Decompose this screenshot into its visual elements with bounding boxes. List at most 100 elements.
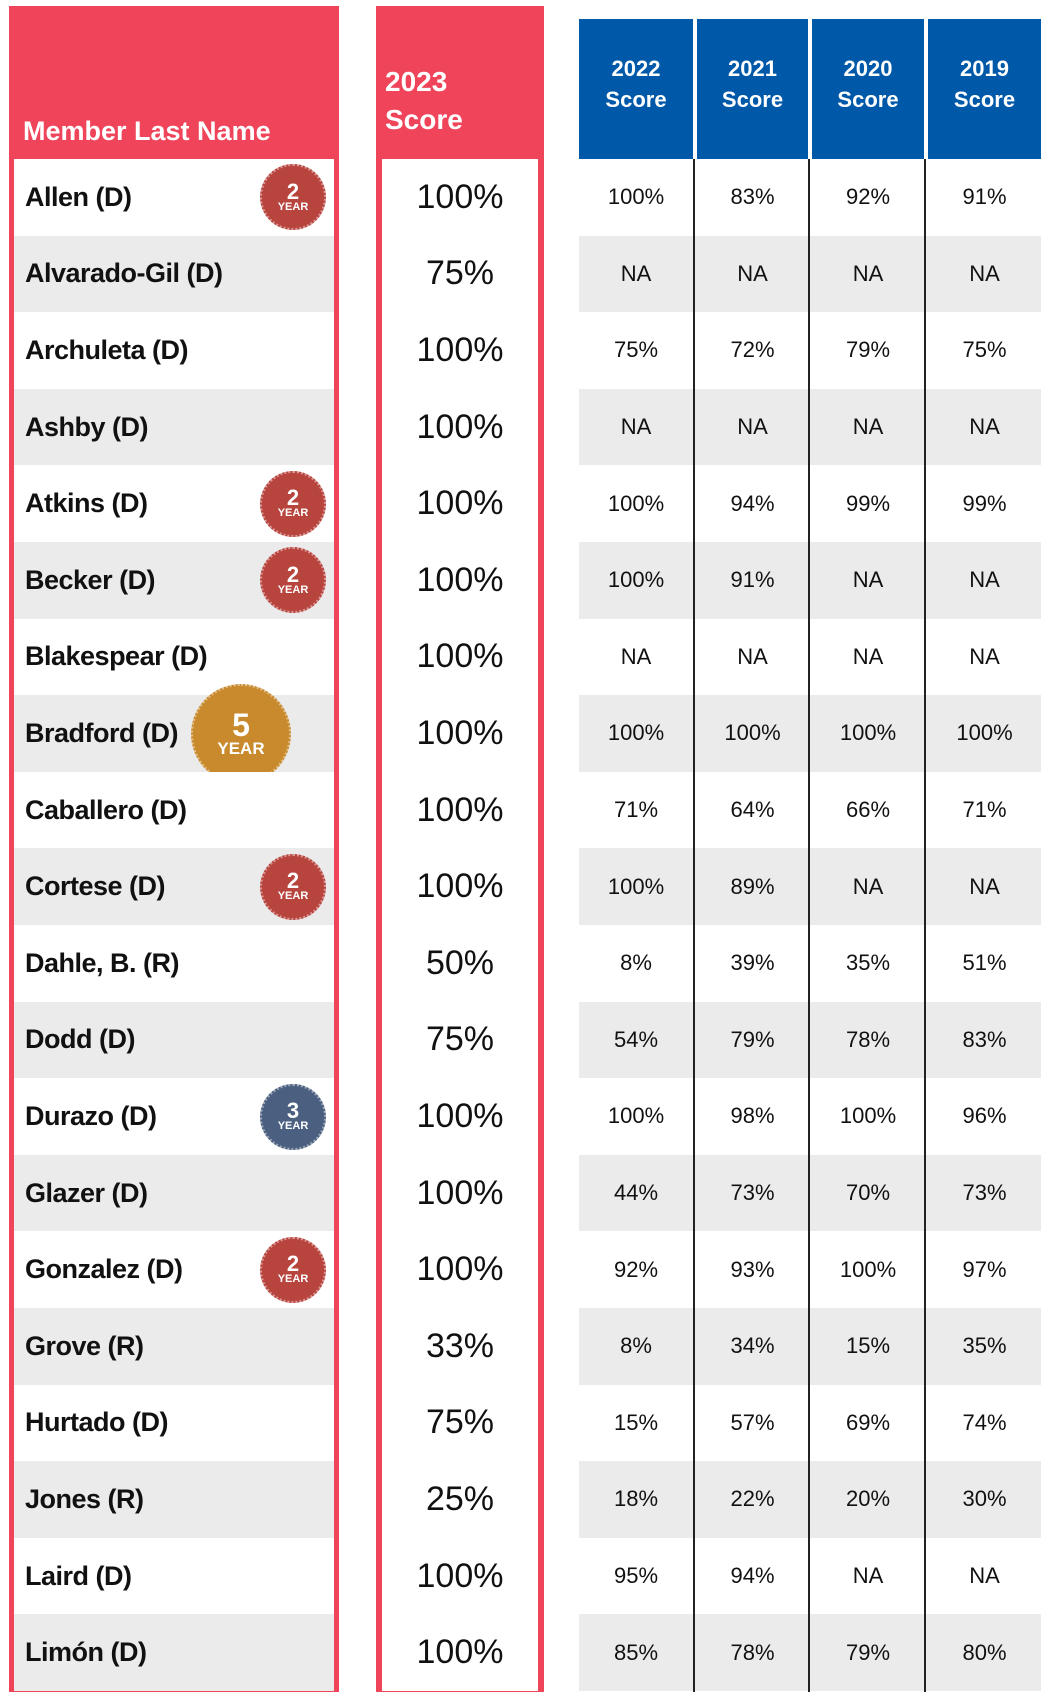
year-score-cell: 100% [607, 184, 665, 210]
year-score-cell: 57% [730, 1409, 775, 1435]
year-score-cell: 44% [613, 1180, 659, 1206]
year-score-cell: NA [969, 414, 1000, 440]
name-cell: Caballero (D) [14, 771, 334, 849]
badge: 2 YEAR [260, 470, 326, 537]
name-cell: Dodd (D) [14, 1001, 334, 1079]
header-line: 2022 [611, 56, 661, 81]
name-cell: Jones (R) [14, 1461, 334, 1538]
name-cell: Dahle, B. (R) [14, 925, 334, 1002]
score2023-cell: 100% [382, 388, 538, 466]
year-row-bg [579, 1537, 1041, 1615]
year-row-bg [579, 695, 1041, 772]
year-header: 2021 Score [697, 19, 808, 159]
year-score-cell: NA [969, 260, 1000, 286]
year-score-cell: 100% [724, 720, 781, 746]
year-score-cell: 72% [730, 337, 775, 363]
year-score-cell: 75% [613, 337, 659, 363]
header-line: Score [953, 87, 1016, 112]
year-score-cell: 69% [845, 1409, 891, 1435]
year-row-bg [579, 1614, 1041, 1691]
score2023-cell: 100% [382, 1078, 538, 1155]
badge-number: 2 [286, 178, 300, 204]
score2023-cell: 100% [382, 312, 538, 389]
score2023-cell: 100% [382, 465, 538, 542]
year-score-cell: 54% [613, 1026, 659, 1052]
year-score-cell: 34% [730, 1333, 775, 1359]
year-score-cell: 96% [962, 1103, 1007, 1129]
year-score-cell: 100% [607, 567, 665, 593]
year-score-cell: NA [969, 567, 1000, 593]
year-score-cell: 94% [730, 1563, 775, 1589]
year-row-bg [579, 1231, 1041, 1308]
year-row-bg [579, 388, 1041, 466]
year-score-cell: 100% [607, 490, 665, 516]
name-cell: Glazer (D) [14, 1154, 334, 1232]
year-score-cell: NA [737, 414, 768, 440]
year-score-cell: 22% [730, 1486, 775, 1512]
year-score-cell: 73% [730, 1180, 775, 1206]
year-score-cell: 66% [845, 797, 891, 823]
year-row-bg [579, 1001, 1041, 1079]
year-score-cell: 85% [613, 1639, 659, 1665]
year-score-cell: 39% [730, 950, 775, 976]
year-score-cell: 20% [845, 1486, 891, 1512]
year-score-cell: 100% [839, 1103, 897, 1129]
year-score-cell: 79% [730, 1026, 775, 1052]
name-cell: Blakespear (D) [14, 618, 334, 696]
year-row-bg [579, 618, 1041, 696]
score2023-cell: 100% [382, 542, 538, 619]
year-score-cell: 15% [845, 1333, 891, 1359]
year-row-bg [579, 1078, 1041, 1155]
badge-label: YEAR [277, 583, 309, 596]
year-score-cell: 8% [620, 950, 652, 976]
year-row-bg [579, 235, 1041, 313]
badge-label: YEAR [277, 200, 309, 213]
year-score-cell: 100% [607, 873, 665, 899]
badge: 2 YEAR [260, 1236, 326, 1303]
score2023-cell: 100% [382, 159, 538, 236]
year-score-cell: 100% [839, 720, 897, 746]
year-score-cell: NA [852, 260, 884, 286]
year-score-cell: 35% [962, 1333, 1007, 1359]
badge: 2 YEAR [260, 853, 326, 920]
year-row-bg [579, 1384, 1041, 1462]
year-score-cell: 95% [613, 1563, 659, 1589]
year-score-cell: NA [852, 643, 884, 669]
header-line: 2020 [843, 56, 893, 81]
score2023-cell: 75% [382, 1384, 538, 1462]
year-score-cell: NA [969, 643, 1000, 669]
year-score-cell: NA [852, 1563, 884, 1589]
year-score-cell: 100% [607, 720, 665, 746]
year-score-cell: 35% [845, 950, 891, 976]
column-divider [924, 159, 926, 1692]
year-score-cell: 74% [962, 1409, 1007, 1435]
badge-number: 2 [286, 868, 300, 894]
score2023-cell: 33% [382, 1308, 538, 1385]
badge-label: YEAR [217, 739, 265, 758]
year-score-cell: 71% [962, 797, 1007, 823]
year-score-cell: 79% [845, 1639, 891, 1665]
year-score-cell: 80% [962, 1639, 1007, 1665]
badge-label: YEAR [277, 1120, 309, 1132]
year-score-cell: 98% [730, 1103, 775, 1129]
score2023-header: 2023 Score [376, 6, 544, 159]
year-score-cell: NA [620, 260, 652, 286]
year-score-cell: NA [620, 414, 652, 440]
score2023-cell: 100% [382, 695, 538, 772]
year-row-bg [579, 771, 1041, 849]
year-score-cell: 99% [845, 490, 891, 516]
header-line: Score [721, 87, 784, 112]
badge: 5 YEAR [191, 683, 291, 784]
year-score-cell: 92% [845, 184, 891, 210]
year-score-cell: 83% [962, 1026, 1007, 1052]
score2023-cell: 100% [382, 1614, 538, 1691]
year-score-cell: 18% [613, 1486, 659, 1512]
year-row-bg [579, 1461, 1041, 1538]
year-row-bg [579, 1154, 1041, 1232]
year-row-bg [579, 925, 1041, 1002]
year-score-cell: 30% [962, 1486, 1007, 1512]
year-score-cell: 51% [962, 950, 1007, 976]
year-score-cell: NA [852, 873, 884, 899]
badge-number: 2 [286, 1251, 300, 1277]
badge: 3 YEAR [260, 1083, 326, 1150]
